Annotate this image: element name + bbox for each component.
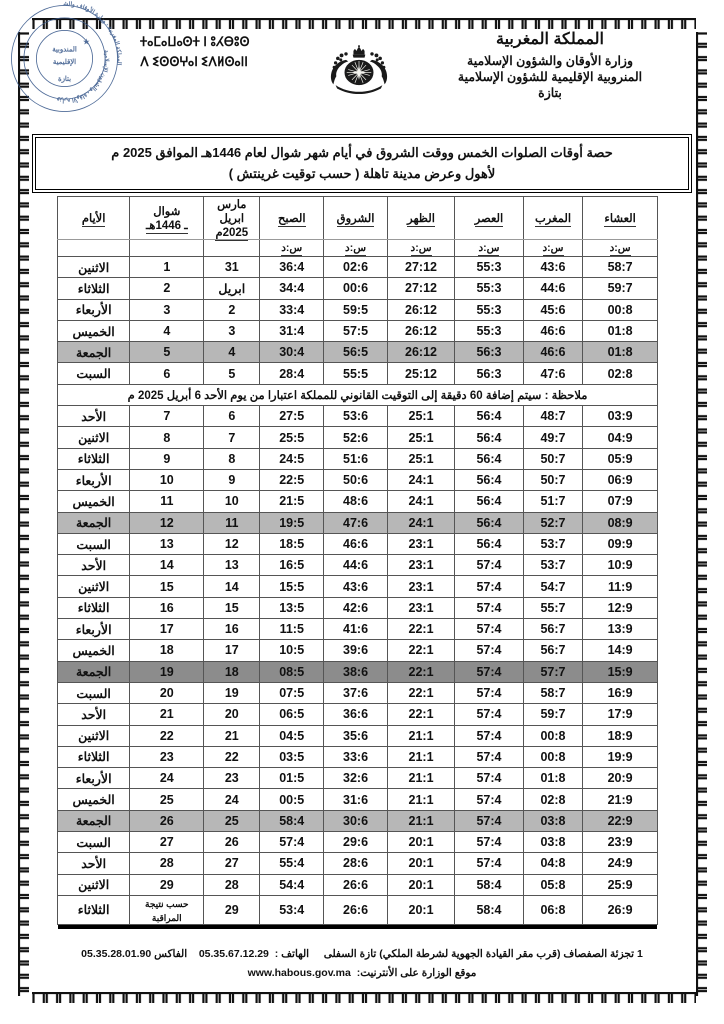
svg-text:بتازة: بتازة: [58, 75, 71, 83]
svg-text:المندوبية: المندوبية: [52, 45, 77, 53]
svg-text:الإقليمية: الإقليمية: [53, 58, 76, 66]
svg-text:★: ★: [83, 36, 91, 46]
